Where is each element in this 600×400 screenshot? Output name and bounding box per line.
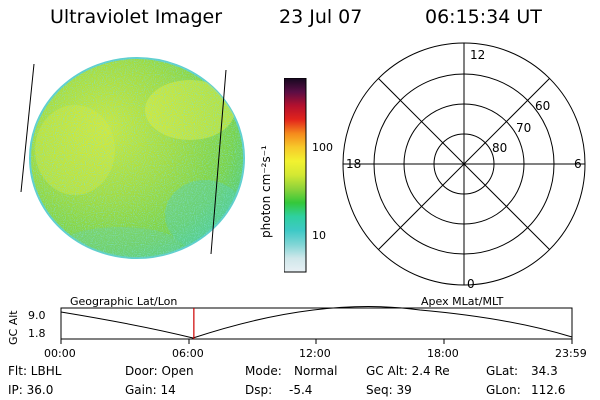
timeline-y-min: 1.8	[28, 327, 46, 340]
geographic-latlon-label: Geographic Lat/Lon	[70, 295, 178, 308]
terminator-line-left	[20, 63, 35, 193]
mlt-label-12: 12	[470, 48, 485, 62]
lat-label-80: 80	[492, 141, 507, 155]
tick-1200: 12:00	[299, 347, 331, 360]
image-date: 23 Jul 07	[279, 6, 363, 28]
mlt-label-18: 18	[346, 157, 361, 171]
lat-label-60: 60	[535, 99, 550, 113]
tick-2359: 23:59	[555, 347, 587, 360]
timeline-y-max: 9.0	[28, 309, 46, 322]
tick-0600: 06:00	[172, 347, 204, 360]
door-status: Door: Open	[125, 364, 194, 378]
dsp-value: -5.4	[289, 383, 313, 397]
timeline-ticks	[60, 339, 573, 344]
filter-value: Flt: LBHL	[8, 364, 62, 378]
mlt-label-6: 6	[574, 157, 582, 171]
glon-label: GLon:	[486, 383, 521, 397]
colorbar-tick-10: 10	[312, 229, 326, 242]
orbit-altitude-plot	[60, 306, 573, 344]
gc-alt-value: GC Alt: 2.4 Re	[366, 364, 450, 378]
dsp-label: Dsp:	[245, 383, 273, 397]
lat-label-70: 70	[516, 121, 531, 135]
colorbar-tick-100: 100	[312, 141, 333, 154]
polar-grid: 12 18 6 0 60 70 80	[342, 42, 586, 291]
app-title: Ultraviolet Imager	[50, 6, 223, 28]
terminator-line-right	[210, 69, 227, 255]
glon-value: 112.6	[531, 383, 566, 397]
mlt-label-0: 0	[467, 277, 475, 291]
colorbar-unit-label: photon cm⁻²s⁻¹	[259, 145, 273, 238]
altitude-curve	[60, 306, 573, 339]
image-time: 06:15:34 UT	[425, 6, 542, 28]
gain-value: Gain: 14	[125, 383, 176, 397]
apex-mlat-mlt-label: Apex MLat/MLT	[421, 295, 504, 308]
glat-label: GLat:	[486, 364, 519, 378]
tick-1800: 18:00	[427, 347, 459, 360]
tick-0000: 00:00	[44, 347, 76, 360]
mode-label: Mode:	[245, 364, 282, 378]
ip-value: IP: 36.0	[8, 383, 54, 397]
color-scale-bar	[284, 78, 307, 273]
mode-value: Normal	[294, 364, 338, 378]
glat-value: 34.3	[531, 364, 558, 378]
seq-value: Seq: 39	[366, 383, 412, 397]
